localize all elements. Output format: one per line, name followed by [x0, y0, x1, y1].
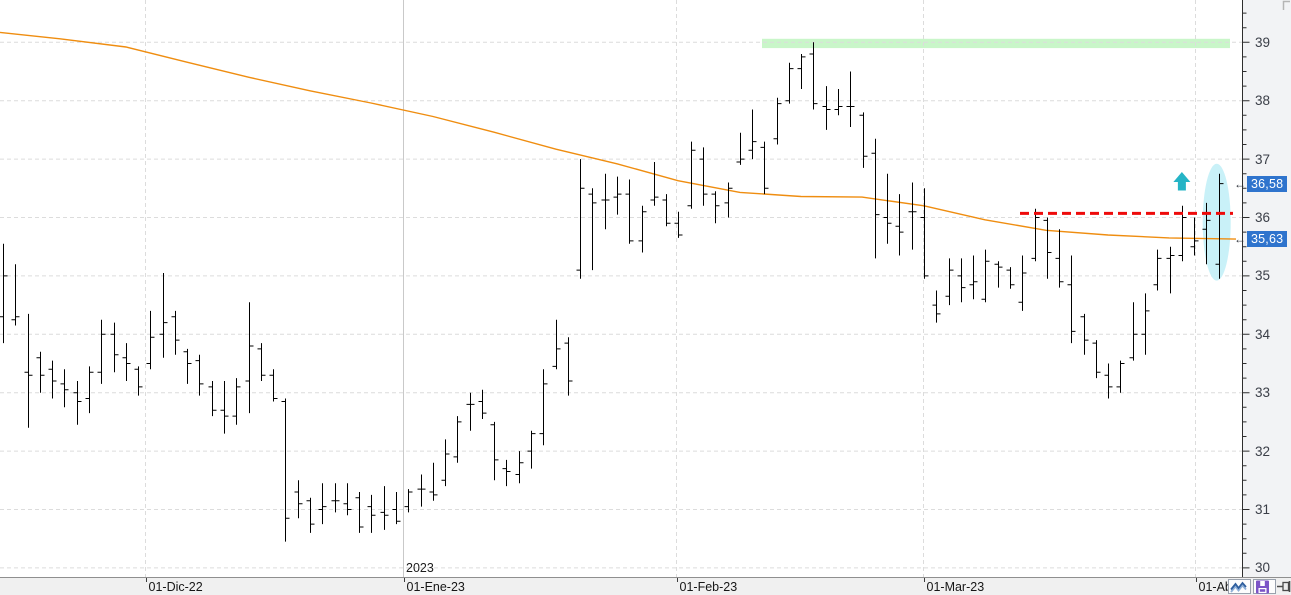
- price-axis-label: 38: [1255, 93, 1271, 108]
- save-button[interactable]: [1253, 579, 1276, 594]
- resistance-zone: [762, 38, 1230, 49]
- price-axis-label: 32: [1255, 444, 1271, 459]
- price-axis-label: 31: [1255, 502, 1271, 517]
- buy-signal-arrow-icon: [1173, 171, 1191, 191]
- price-axis-label: 34: [1255, 327, 1271, 342]
- time-axis-tick: [923, 578, 925, 582]
- time-axis-label: 01-Mar-23: [926, 580, 985, 594]
- time-axis-bar[interactable]: 01-Dic-22 01-Ene-23 01-Feb-23 01-Mar-23 01-A…: [0, 577, 1291, 595]
- horizontal-gridlines: [0, 41, 1242, 569]
- last-price-badge: 36,58: [1247, 175, 1287, 192]
- last-bar-highlight-ellipse: [1202, 163, 1231, 281]
- price-axis[interactable]: [1243, 0, 1291, 577]
- time-axis-label: 01-Dic-22: [148, 580, 203, 594]
- time-axis-tick: [403, 578, 405, 582]
- price-axis-ticks: [1242, 0, 1250, 577]
- time-axis-label: 01-Ab: [1198, 580, 1232, 594]
- time-axis-tick: [145, 578, 147, 582]
- price-axis-label: 33: [1255, 385, 1271, 400]
- month-gridlines: [145, 0, 1196, 577]
- time-axis-label: 01-Ene-23: [406, 580, 465, 594]
- price-axis-label: 39: [1255, 35, 1271, 50]
- price-axis-label: 35: [1255, 268, 1271, 283]
- price-axis-label: 30: [1255, 560, 1271, 575]
- corner-resize-mark: [1282, 0, 1290, 10]
- ma-value-badge: 35,63: [1247, 231, 1287, 248]
- floppy-disk-icon: [1256, 580, 1269, 594]
- zigzag-lines-icon: [1230, 581, 1247, 593]
- ma-value-pointer-icon: ←: [1234, 232, 1246, 247]
- ohlc-bars: [0, 42, 1224, 542]
- last-price-pointer-icon: ←: [1234, 176, 1246, 191]
- time-axis-tick: [1195, 578, 1197, 582]
- price-chart[interactable]: 39 38 37 36 35 34 33 32 31 30 ← 36,58 ← 35,63 202…: [0, 0, 1291, 577]
- time-axis-tick: [676, 578, 678, 582]
- price-chart-canvas[interactable]: [0, 0, 1291, 577]
- time-axis-label: 01-Feb-23: [679, 580, 738, 594]
- chart-lines-button[interactable]: [1228, 579, 1251, 594]
- year-label: 2023: [406, 561, 434, 575]
- price-axis-label: 37: [1255, 152, 1271, 167]
- moving-average-line: [0, 31, 1237, 240]
- price-axis-label: 36: [1255, 210, 1271, 225]
